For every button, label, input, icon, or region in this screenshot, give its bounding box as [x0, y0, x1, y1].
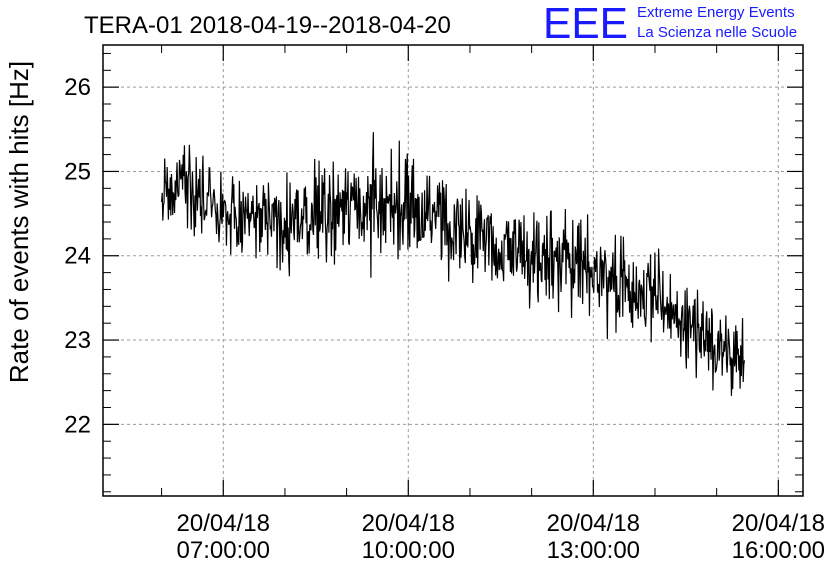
x-tick-label-time: 13:00:00	[547, 537, 640, 564]
grid	[103, 45, 803, 496]
chart-title: TERA-01 2018-04-19--2018-04-20	[84, 12, 451, 39]
x-tick-label-date: 20/04/18	[732, 510, 825, 537]
y-tick-label: 24	[64, 243, 91, 270]
x-tick-label-date: 20/04/18	[362, 510, 455, 537]
x-tick-label-time: 07:00:00	[177, 537, 270, 564]
x-tick-label-time: 10:00:00	[362, 537, 455, 564]
y-tick-label: 25	[64, 158, 91, 185]
y-axis-title: Rate of events with hits [Hz]	[4, 61, 34, 383]
x-tick-label-date: 20/04/18	[177, 510, 270, 537]
logo-mark: EEE	[543, 0, 628, 48]
x-tick-label-time: 16:00:00	[732, 537, 825, 564]
x-tick-labels: 20/04/1807:00:0020/04/1810:00:0020/04/18…	[177, 510, 825, 564]
x-tick-label-date: 20/04/18	[547, 510, 640, 537]
series-layer	[160, 132, 746, 396]
y-tick-label: 22	[64, 411, 91, 438]
y-tick-label: 23	[64, 327, 91, 354]
logo: EEE Extreme Energy Events La Scienza nel…	[543, 0, 797, 48]
logo-line-1: Extreme Energy Events	[637, 4, 795, 21]
axis-ticks	[103, 45, 803, 496]
y-tick-label: 26	[64, 74, 91, 101]
y-tick-labels: 22 23 24 25 26	[64, 74, 91, 438]
series-line	[160, 132, 746, 396]
plot-frame	[102, 44, 804, 497]
logo-line-2: La Scienza nelle Scuole	[637, 24, 797, 41]
